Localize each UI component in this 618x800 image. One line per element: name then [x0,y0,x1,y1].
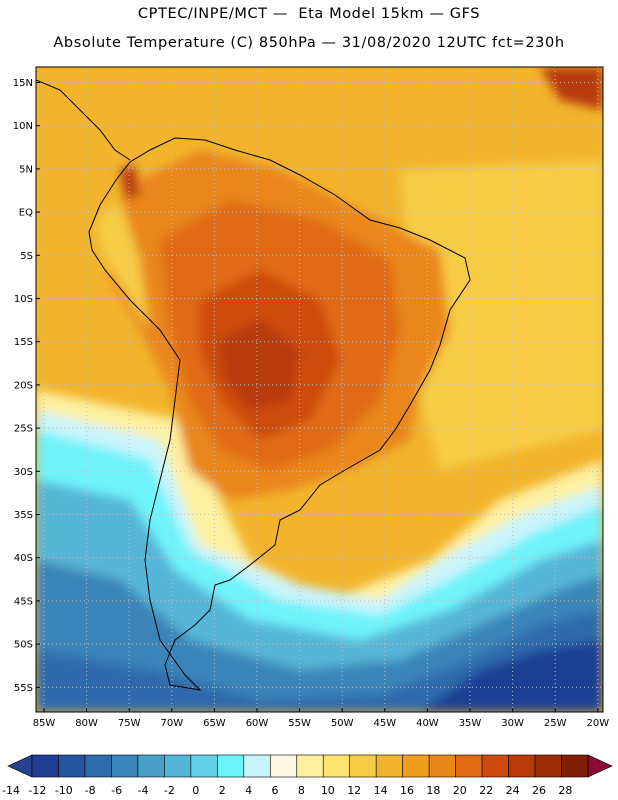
colorbar-swatch [508,754,536,778]
colorbar-tick-label: 14 [374,784,388,797]
latitude-label: 30S [14,467,33,478]
longitude-label: 20W [586,718,609,729]
longitude-label: 25W [544,718,567,729]
colorbar-tick-label: 12 [347,784,361,797]
latitude-label: 10N [13,121,33,132]
latitude-label: 5N [19,164,33,175]
colorbar-tick-label: -2 [164,784,175,797]
colorbar-tick-label: -12 [28,784,46,797]
colorbar-tick-label: 0 [192,784,199,797]
colorbar-tick-label: 20 [453,784,467,797]
colorbar-swatch [561,754,589,778]
colorbar-tick-label: -6 [111,784,122,797]
latitude-label: 20S [14,380,33,391]
colorbar-swatch [481,754,509,778]
latitude-label: EQ [19,208,33,219]
longitude-label: 45W [373,718,396,729]
colorbar-swatch [111,754,139,778]
colorbar-tick-label: 6 [272,784,279,797]
longitude-label: 35W [459,718,482,729]
colorbar-tick-label: 22 [479,784,493,797]
latitude-label: 50S [14,640,33,651]
colorbar-swatch [402,754,430,778]
colorbar-swatch [190,754,218,778]
colorbar-swatch [269,754,298,778]
longitude-label: 50W [331,718,354,729]
latitude-label: 15N [13,78,33,89]
longitude-label: 40W [416,718,439,729]
colorbar-tick-label: 4 [245,784,252,797]
colorbar-tick-label: 24 [506,784,520,797]
latitude-label: 35S [14,510,33,521]
colorbar-swatch [349,754,377,778]
longitude-label: 85W [33,718,56,729]
colorbar-swatch [31,754,59,778]
longitude-label: 70W [160,718,183,729]
colorbar-swatch [322,754,351,778]
colorbar-tick-label: -14 [2,784,20,797]
longitude-label: 80W [75,718,98,729]
latitude-label: 40S [14,553,33,564]
latitude-label: 45S [14,596,33,607]
colorbar-swatch [164,754,192,778]
latitude-label: 15S [14,337,33,348]
longitude-label: 30W [501,718,524,729]
colorbar-swatch [243,754,271,778]
temperature-field [36,67,603,712]
coastline [88,137,471,691]
longitude-label: 65W [203,718,226,729]
chart-title-line-2: Absolute Temperature (C) 850hPa — 31/08/… [53,35,565,51]
map-frame [35,66,604,713]
latitude-label: 5S [20,251,33,262]
colorbar-tick-label: 18 [426,784,440,797]
colorbar-tick-label: -8 [85,784,96,797]
colorbar-tick-label: 16 [400,784,414,797]
colorbar-swatch [58,754,86,778]
latitude-label: 55S [14,683,33,694]
colorbar-swatch [217,754,245,778]
colorbar-tick-label: -10 [55,784,73,797]
colorbar-swatch [296,754,324,778]
colorbar-low-arrow [7,754,33,778]
colorbar-tick-label: 26 [532,784,546,797]
colorbar-tick-label: 28 [558,784,572,797]
latitude-label: 10S [14,294,33,305]
colorbar-swatch [428,754,456,778]
colorbar-high-arrow [587,754,613,778]
longitude-label: 60W [246,718,269,729]
colorbar-swatch [534,754,562,778]
central-america-coast [36,79,131,161]
colorbar-swatch [455,754,483,778]
colorbar-tick-label: 10 [321,784,335,797]
colorbar-tick-label: 2 [219,784,226,797]
longitude-label: 55W [288,718,311,729]
graticule [36,67,603,712]
colorbar-tick-label: 8 [298,784,305,797]
colorbar-swatch [84,754,112,778]
chart-title-line-1: CPTEC/INPE/MCT — Eta Model 15km — GFS [137,6,481,22]
latitude-label: 25S [14,424,33,435]
longitude-label: 75W [118,718,141,729]
colorbar-swatch [375,754,403,778]
colorbar-tick-label: -4 [138,784,149,797]
colorbar-swatch [137,754,165,778]
